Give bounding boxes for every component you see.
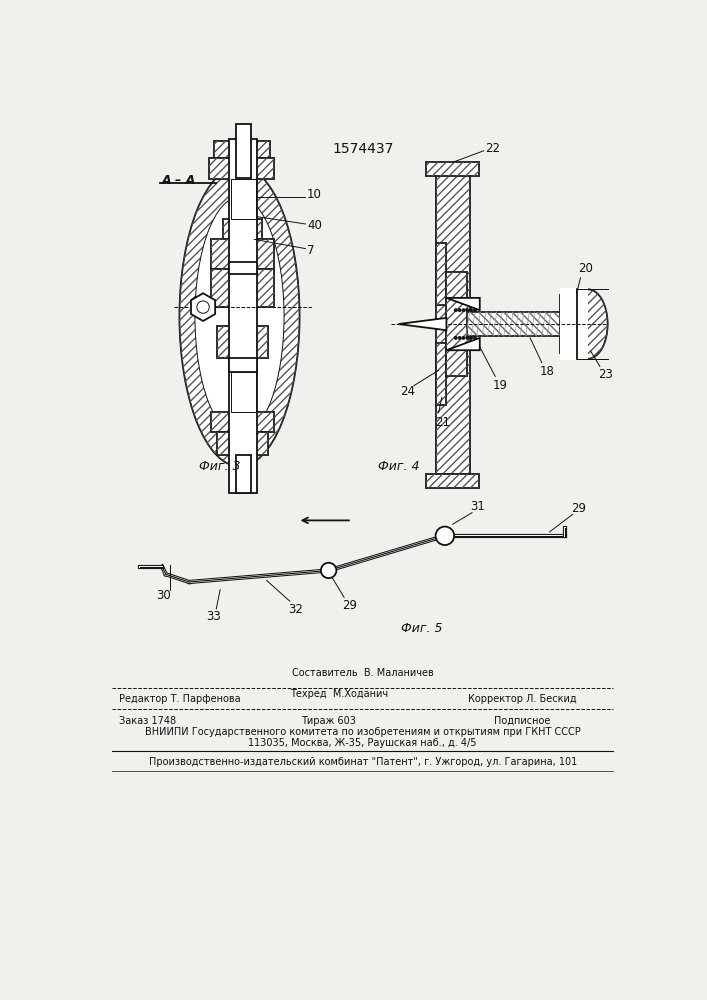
Circle shape [474, 336, 477, 339]
Bar [217, 432, 268, 455]
Bar [436, 243, 446, 305]
Text: 29: 29 [571, 502, 586, 515]
Circle shape [469, 336, 473, 339]
Text: Составитель  В. Маланичев: Составитель В. Маланичев [292, 668, 433, 678]
Circle shape [458, 336, 461, 339]
Bar [214, 141, 270, 158]
Circle shape [197, 301, 209, 313]
Text: 31: 31 [470, 500, 485, 513]
Bar [446, 272, 467, 298]
Bar [211, 269, 274, 307]
Bar [426, 474, 479, 488]
Polygon shape [446, 338, 480, 350]
Text: 18: 18 [539, 365, 554, 378]
Text: 19: 19 [493, 379, 508, 392]
Bar [231, 372, 256, 412]
Text: 24: 24 [400, 385, 415, 398]
Bar [436, 243, 446, 305]
Text: 21: 21 [436, 416, 450, 429]
Bar [426, 162, 479, 176]
Text: 40: 40 [307, 219, 322, 232]
Bar [559, 288, 588, 360]
Bar [209, 158, 274, 179]
Bar [426, 162, 479, 176]
Bar [467, 312, 559, 336]
Circle shape [462, 336, 465, 339]
Text: 32: 32 [288, 603, 303, 616]
Bar [211, 412, 274, 432]
Bar [211, 269, 274, 307]
Text: 23: 23 [598, 368, 613, 381]
Text: Корректор Л. Бескид: Корректор Л. Бескид [468, 694, 577, 704]
Bar [559, 295, 577, 353]
Text: Подписное: Подписное [494, 716, 551, 726]
Ellipse shape [195, 197, 284, 436]
Text: 20: 20 [578, 262, 593, 275]
Bar [231, 179, 256, 219]
Text: Техред  М.Хoданич: Техред М.Хoданич [290, 689, 388, 699]
Bar [217, 326, 268, 358]
Text: 29: 29 [343, 599, 358, 612]
Text: Фиг. 5: Фиг. 5 [401, 622, 443, 635]
Text: 113035, Москва, Ж-35, Раушская наб., д. 4/5: 113035, Москва, Ж-35, Раушская наб., д. … [248, 738, 477, 748]
Bar [235, 124, 251, 178]
Text: 7: 7 [307, 244, 315, 257]
Bar [436, 174, 469, 474]
Bar [223, 219, 262, 239]
Circle shape [466, 309, 469, 312]
Bar [426, 474, 479, 488]
Polygon shape [398, 318, 446, 330]
Text: 22: 22 [485, 142, 500, 155]
Circle shape [454, 336, 457, 339]
Circle shape [321, 563, 337, 578]
Circle shape [466, 336, 469, 339]
Circle shape [462, 309, 465, 312]
Bar [211, 412, 274, 432]
Bar [446, 350, 467, 376]
Circle shape [469, 309, 473, 312]
Circle shape [474, 309, 477, 312]
Bar [446, 298, 469, 350]
Bar [223, 219, 262, 239]
Bar [446, 298, 469, 350]
Bar [230, 358, 257, 372]
Text: Редактор Т. Парфенова: Редактор Т. Парфенова [119, 694, 241, 704]
Polygon shape [446, 298, 480, 310]
Text: ВНИИПИ Государственного комитета по изобретениям и открытиям при ГКНТ СССР: ВНИИПИ Государственного комитета по изоб… [145, 727, 580, 737]
Bar [211, 239, 274, 269]
Bar [209, 158, 274, 179]
Text: Тираж 603: Тираж 603 [301, 716, 356, 726]
Bar [217, 326, 268, 358]
Polygon shape [191, 293, 215, 321]
Circle shape [454, 309, 457, 312]
Text: 30: 30 [156, 589, 171, 602]
Bar [235, 455, 251, 493]
Ellipse shape [569, 289, 607, 359]
Bar [436, 343, 446, 405]
Bar [230, 262, 257, 274]
Ellipse shape [180, 166, 300, 466]
Circle shape [458, 309, 461, 312]
Text: A – A: A – A [162, 174, 197, 187]
Bar [436, 174, 469, 474]
Bar [559, 295, 577, 353]
Bar [446, 350, 467, 376]
Text: Фиг. 3: Фиг. 3 [199, 460, 241, 473]
Bar [230, 139, 257, 493]
Circle shape [436, 527, 454, 545]
Text: Фиг. 4: Фиг. 4 [378, 460, 419, 473]
Text: 10: 10 [307, 188, 322, 201]
Bar [446, 272, 467, 298]
Text: 1574437: 1574437 [332, 142, 393, 156]
Bar [467, 312, 559, 336]
Text: 33: 33 [206, 610, 221, 623]
Bar [436, 343, 446, 405]
Text: Производственно-издательский комбинат "Патент", г. Ужгород, ул. Гагарина, 101: Производственно-издательский комбинат "П… [148, 757, 577, 767]
Bar [211, 239, 274, 269]
Bar [214, 141, 270, 158]
Text: Заказ 1748: Заказ 1748 [119, 716, 177, 726]
Bar [217, 432, 268, 455]
